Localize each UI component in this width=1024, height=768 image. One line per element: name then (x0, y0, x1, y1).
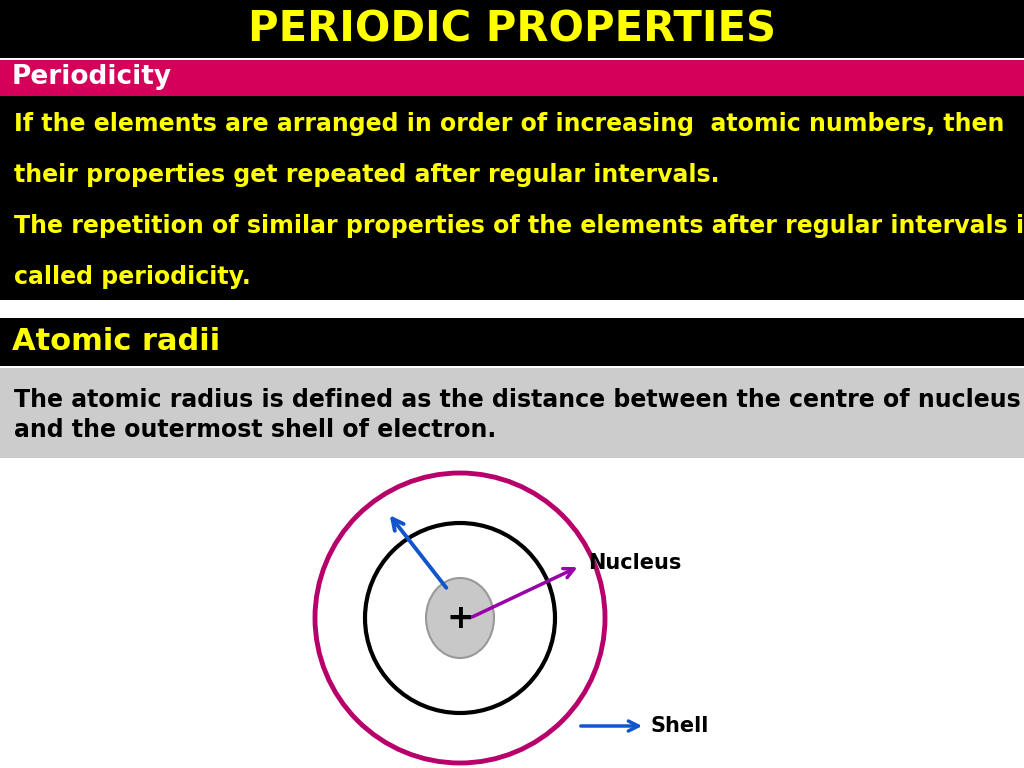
Bar (0, 458, 1024, 768)
Ellipse shape (426, 578, 494, 658)
Bar (0, 58, 1024, 96)
Text: Periodicity: Periodicity (12, 64, 172, 90)
Bar (0, 318, 1024, 366)
Text: +: + (446, 601, 474, 634)
Text: Atomic radii: Atomic radii (12, 327, 220, 356)
Text: and the outermost shell of electron.: and the outermost shell of electron. (14, 418, 497, 442)
Bar (0, 96, 1024, 300)
Bar (0, 366, 1024, 458)
Text: If the elements are arranged in order of increasing  atomic numbers, then: If the elements are arranged in order of… (14, 112, 1005, 136)
Bar (0, 58, 1024, 60)
Bar (0, 300, 1024, 318)
Bar (0, 366, 1024, 368)
Text: Shell: Shell (650, 716, 709, 736)
Text: The repetition of similar properties of the elements after regular intervals is: The repetition of similar properties of … (14, 214, 1024, 238)
Bar (0, 0, 1024, 58)
Text: PERIODIC PROPERTIES: PERIODIC PROPERTIES (248, 8, 776, 50)
Text: their properties get repeated after regular intervals.: their properties get repeated after regu… (14, 163, 720, 187)
Text: called periodicity.: called periodicity. (14, 265, 251, 289)
Text: The atomic radius is defined as the distance between the centre of nucleus: The atomic radius is defined as the dist… (14, 388, 1021, 412)
Text: Nucleus: Nucleus (588, 553, 681, 573)
